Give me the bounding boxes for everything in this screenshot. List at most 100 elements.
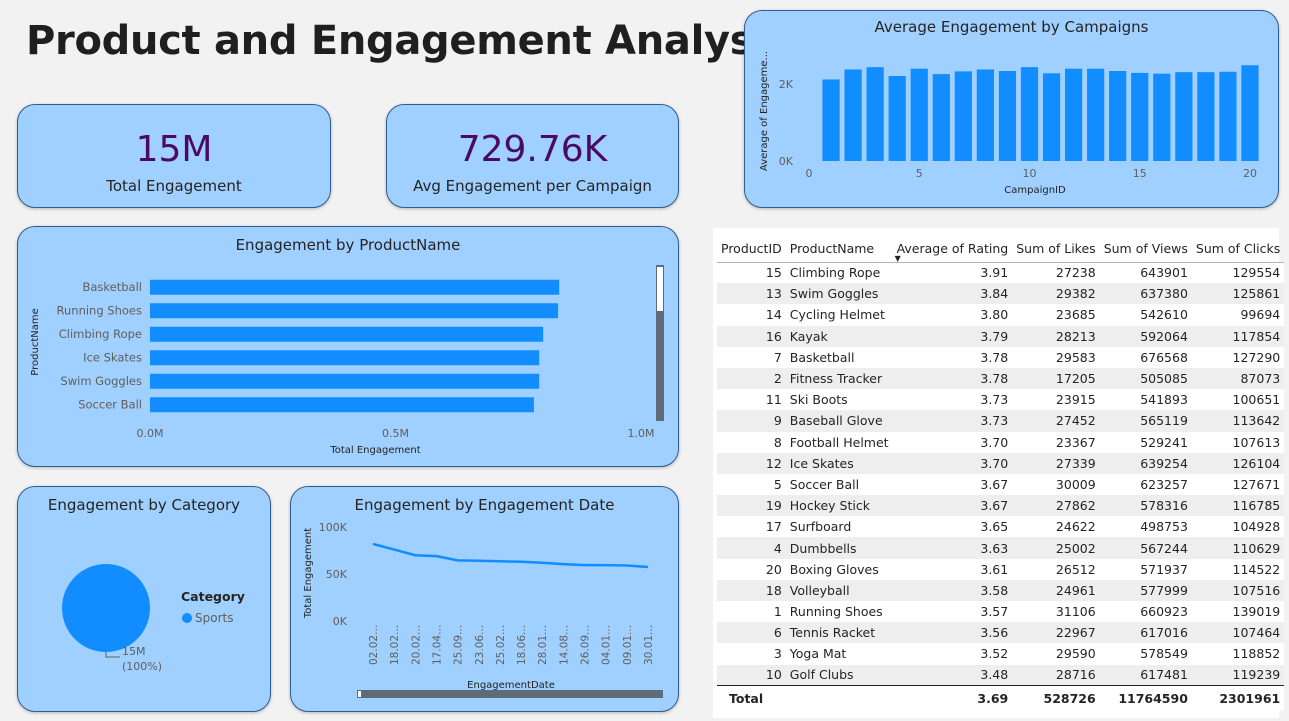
table-cell: 6: [717, 622, 786, 644]
table-row[interactable]: 4 Dumbbells 3.63 25002 567244 110629: [717, 537, 1285, 559]
table-cell: 3.63: [892, 537, 1013, 559]
column-header-productid[interactable]: ProductID: [717, 236, 786, 263]
x-tick-label: 04.01...: [601, 625, 613, 665]
column-header-views[interactable]: Sum of Views: [1099, 236, 1192, 263]
series-line: [372, 542, 649, 569]
category-chart-card[interactable]: Engagement by Category 15M (100%) Category…: [17, 486, 271, 712]
x-tick-label: 0: [806, 167, 813, 180]
table-total-row: Total 3.69 528726 11764590 2301961: [717, 685, 1285, 710]
bar: [1153, 73, 1171, 161]
table-row[interactable]: 20 Boxing Gloves 3.61 26512 571937 114522: [717, 558, 1285, 580]
y-axis-title: Average of Engageme...: [759, 51, 770, 171]
chart-title: Average Engagement by Campaigns: [874, 18, 1149, 36]
total-clicks: 2301961: [1191, 685, 1285, 710]
table-row[interactable]: 5 Soccer Ball 3.67 30009 623257 127671: [717, 473, 1285, 496]
table-cell: 27238: [1012, 262, 1100, 284]
x-tick-label: 25.09...: [453, 625, 465, 665]
table-cell: 578549: [1099, 643, 1192, 665]
table-cell: 129554: [1191, 262, 1285, 284]
table-cell: 107464: [1191, 622, 1285, 644]
bar: [1109, 71, 1127, 161]
slice-leader-line: [105, 652, 120, 658]
x-tick-label: 20: [1243, 167, 1257, 180]
bar: [844, 69, 862, 161]
x-tick-label: 1.0M: [628, 427, 655, 440]
campaign-bar-chart: 2K 0K 0 5 10 15 20 CampaignID Average of Engagem…: [759, 51, 1259, 196]
table-cell: 617481: [1099, 664, 1192, 686]
table-row[interactable]: 1 Running Shoes 3.57 31106 660923 139019: [717, 601, 1285, 623]
table-row[interactable]: 11 Ski Boots 3.73 23915 541893 100651: [717, 389, 1285, 411]
table-cell: 541893: [1099, 389, 1192, 411]
product-chart-card[interactable]: Engagement by ProductName Basketball Runn…: [17, 226, 679, 467]
table-row[interactable]: 12 Ice Skates 3.70 27339 639254 126104: [717, 452, 1285, 474]
table-cell: 22967: [1012, 622, 1100, 644]
table-cell: 3.57: [892, 601, 1013, 623]
y-tick-label: 0K: [333, 615, 348, 628]
table-row[interactable]: 8 Football Helmet 3.70 23367 529241 107613: [717, 431, 1285, 453]
table-cell: 118852: [1191, 643, 1285, 665]
table-cell: 26512: [1012, 558, 1100, 580]
table-row[interactable]: 3 Yoga Mat 3.52 29590 578549 118852: [717, 643, 1285, 665]
table-row[interactable]: 15 Climbing Rope 3.91 27238 643901 129554: [717, 262, 1285, 284]
y-tick-label: 0K: [779, 155, 794, 168]
table-cell: 125861: [1191, 283, 1285, 305]
x-axis-title: EngagementDate: [467, 680, 555, 691]
kpi-card-avg-engagement[interactable]: 729.76K Avg Engagement per Campaign: [386, 104, 679, 208]
table-row[interactable]: 7 Basketball 3.78 29583 676568 127290: [717, 346, 1285, 368]
table-cell: Boxing Gloves: [785, 558, 893, 580]
table-cell: 87073: [1191, 367, 1285, 390]
table-cell: 623257: [1099, 473, 1192, 496]
slice-label-value: 15M: [122, 645, 146, 658]
total-views: 11764590: [1099, 685, 1192, 710]
table-row[interactable]: 10 Golf Clubs 3.48 28716 617481 119239: [717, 664, 1285, 686]
table-cell: 3.70: [892, 452, 1013, 474]
x-axis-title: Total Engagement: [329, 445, 420, 456]
column-header-rating[interactable]: Average of Rating ▼: [892, 236, 1013, 263]
table-cell: 3.52: [892, 643, 1013, 665]
y-axis-title: ProductName: [30, 308, 41, 375]
table-row[interactable]: 14 Cycling Helmet 3.80 23685 542610 99694: [717, 304, 1285, 326]
kpi-card-total-engagement[interactable]: 15M Total Engagement: [17, 104, 331, 208]
table-cell: 639254: [1099, 452, 1192, 474]
table-cell: Golf Clubs: [785, 664, 893, 686]
bar: [150, 397, 534, 413]
table-cell: 127671: [1191, 473, 1285, 496]
bar: [1020, 67, 1039, 161]
table-row[interactable]: 2 Fitness Tracker 3.78 17205 505085 87073: [717, 367, 1285, 390]
table-cell: 23685: [1012, 304, 1100, 326]
data-table: ProductID ProductName Average of Rating ▼…: [717, 236, 1285, 710]
x-tick-label: 25.02...: [495, 625, 507, 665]
table-cell: 28716: [1012, 664, 1100, 686]
page-title: Product and Engagement Analysis: [26, 18, 791, 64]
table-row[interactable]: 17 Surfboard 3.65 24622 498753 104928: [717, 516, 1285, 538]
table-cell: 23367: [1012, 431, 1100, 453]
table-cell: 16: [717, 325, 786, 347]
table-row[interactable]: 9 Baseball Glove 3.73 27452 565119 113642: [717, 410, 1285, 432]
kpi-value: 15M: [135, 129, 213, 170]
table-row[interactable]: 18 Volleyball 3.58 24961 577999 107516: [717, 579, 1285, 601]
column-header-likes[interactable]: Sum of Likes: [1012, 236, 1100, 263]
table-cell: 119239: [1191, 664, 1285, 686]
table-cell: 139019: [1191, 601, 1285, 623]
table-cell: Baseball Glove: [785, 410, 893, 432]
table-row[interactable]: 6 Tennis Racket 3.56 22967 617016 107464: [717, 622, 1285, 644]
bar: [1197, 72, 1215, 161]
table-cell: Dumbbells: [785, 537, 893, 559]
kpi-label: Avg Engagement per Campaign: [413, 177, 652, 195]
table-row[interactable]: 19 Hockey Stick 3.67 27862 578316 116785: [717, 495, 1285, 517]
table-cell: 676568: [1099, 346, 1192, 368]
table-cell: 3.70: [892, 431, 1013, 453]
table-row[interactable]: 16 Kayak 3.79 28213 592064 117854: [717, 325, 1285, 347]
table-cell: Fitness Tracker: [785, 367, 893, 390]
table-cell: 17: [717, 516, 786, 538]
table-row[interactable]: 13 Swim Goggles 3.84 29382 637380 125861: [717, 283, 1285, 305]
table-cell: Ice Skates: [785, 452, 893, 474]
date-chart-card[interactable]: Engagement by Engagement Date 100K 50K 0K 0…: [290, 486, 679, 712]
x-tick-label: 18.06...: [516, 625, 528, 665]
table-cell: 24961: [1012, 579, 1100, 601]
table-cell: 13: [717, 283, 786, 305]
column-header-productname[interactable]: ProductName: [785, 236, 893, 263]
campaign-chart-card[interactable]: Average Engagement by Campaigns 2K 0K 0 5 10…: [744, 10, 1279, 208]
column-header-clicks[interactable]: Sum of Clicks: [1191, 236, 1285, 263]
sort-descending-icon[interactable]: ▼: [894, 253, 901, 263]
